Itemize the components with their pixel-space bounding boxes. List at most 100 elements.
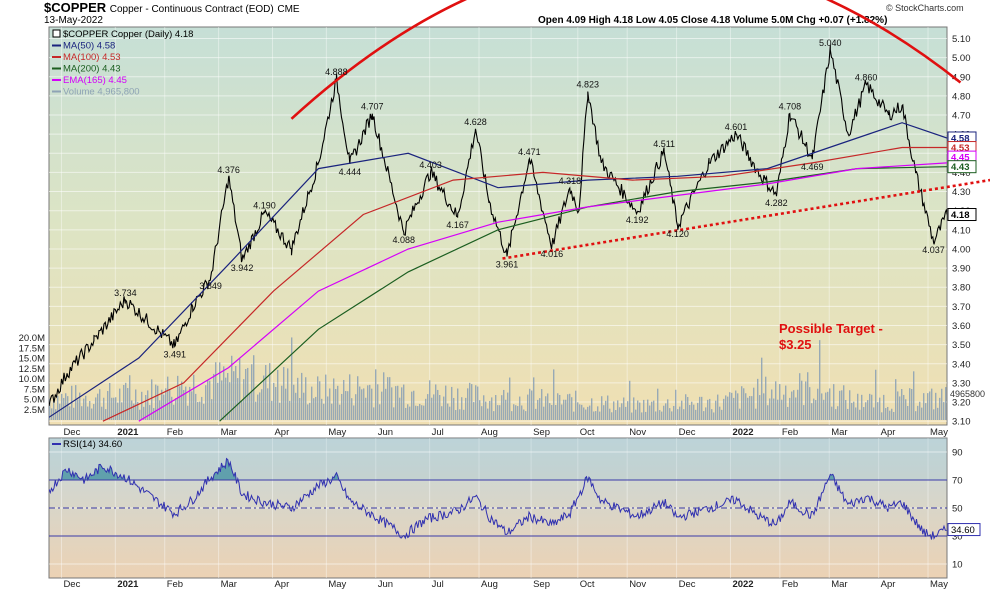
volume-bar [901,388,903,420]
volume-bar [221,380,223,420]
price-point-label: 4.601 [725,122,748,132]
volume-bar [97,393,99,420]
volume-bar [919,401,921,420]
volume-bar [317,376,319,420]
legend-label: Volume 4,965,800 [63,87,140,98]
resistance-arc [290,0,962,120]
volume-bar [325,374,327,420]
volume-bar [363,388,365,420]
volume-bar [697,402,699,420]
volume-bar [139,409,141,420]
volume-bar [59,403,61,420]
price-point-label: 4.016 [541,249,564,259]
volume-bar [77,399,79,420]
volume-bar [155,384,157,420]
volume-bar [635,409,637,420]
volume-bar [641,412,643,420]
price-point-label: 4.403 [419,160,442,170]
volume-bar [229,382,231,420]
volume-bar [225,377,227,420]
x-tick-label: Oct [580,579,595,590]
volume-bar [153,408,155,420]
volume-bar [305,377,307,420]
volume-bar [69,406,71,420]
chart-date: 13-May-2022 [44,15,103,26]
x-tick-label: Jun [378,427,393,438]
volume-bar [761,357,763,420]
price-point-label: 3.961 [496,259,519,269]
volume-bar [597,406,599,420]
volume-bar [621,403,623,420]
x-tick-label: Sep [533,427,550,438]
volume-bar [109,383,111,420]
volume-bar [777,399,779,420]
volume-bar [237,378,239,420]
volume-bar [433,394,435,420]
volume-bar [567,394,569,420]
volume-bar [895,379,897,420]
volume-bar [769,398,771,420]
volume-bar [157,385,159,420]
volume-bar [213,373,215,420]
volume-bar [401,387,403,420]
volume-bar [531,390,533,420]
price-tick-label: 4.80 [952,91,971,102]
volume-bar [421,405,423,420]
volume-bar [275,387,277,420]
price-point-label: 3.491 [163,349,186,359]
volume-bar [601,396,603,420]
volume-bar [493,411,495,420]
volume-bar [593,411,595,420]
volume-bar [827,391,829,420]
volume-bar [587,406,589,420]
legend-label: MA(200) 4.43 [63,64,121,75]
volume-bar [539,398,541,420]
volume-bar [389,377,391,420]
volume-bar [829,388,831,420]
price-point-label: 4.707 [361,102,384,112]
price-point-label: 4.469 [801,162,824,172]
volume-bar [113,397,115,420]
volume-bar [541,389,543,420]
volume-bar [303,392,305,420]
volume-bar [289,400,291,420]
volume-bar [437,389,439,420]
volume-bar [247,367,249,420]
volume-bar [609,408,611,420]
volume-bar [843,385,845,420]
volume-bar [517,406,519,420]
x-tick-label: Feb [167,579,183,590]
volume-bar [333,378,335,420]
volume-bar [833,384,835,420]
volume-bar [581,404,583,420]
volume-bar [67,396,69,420]
volume-bar [717,394,719,420]
volume-bar [941,388,943,420]
volume-bar [889,410,891,420]
volume-tick-label: 5.0M [24,395,45,406]
volume-bar [85,395,87,420]
x-tick-label: Jul [432,579,444,590]
volume-bar [691,401,693,420]
volume-bar [353,405,355,420]
price-tick-label: 4.70 [952,111,971,122]
volume-bar [335,388,337,420]
volume-bar [589,405,591,420]
volume-bar [203,403,205,420]
volume-bar [731,392,733,420]
volume-bar [765,376,767,420]
volume-bar [185,386,187,420]
volume-bar [795,397,797,420]
volume-bar [435,384,437,420]
volume-bar [163,394,165,420]
volume-bar [329,388,331,420]
volume-bar [523,409,525,420]
volume-bar [227,372,229,420]
volume-bar [683,409,685,420]
x-tick-label: Mar [831,579,847,590]
volume-bar [633,397,635,420]
price-point-label: 3.942 [231,263,254,273]
volume-bar [331,403,333,420]
price-badge-label: 4.18 [951,210,970,221]
volume-bar [137,401,139,420]
